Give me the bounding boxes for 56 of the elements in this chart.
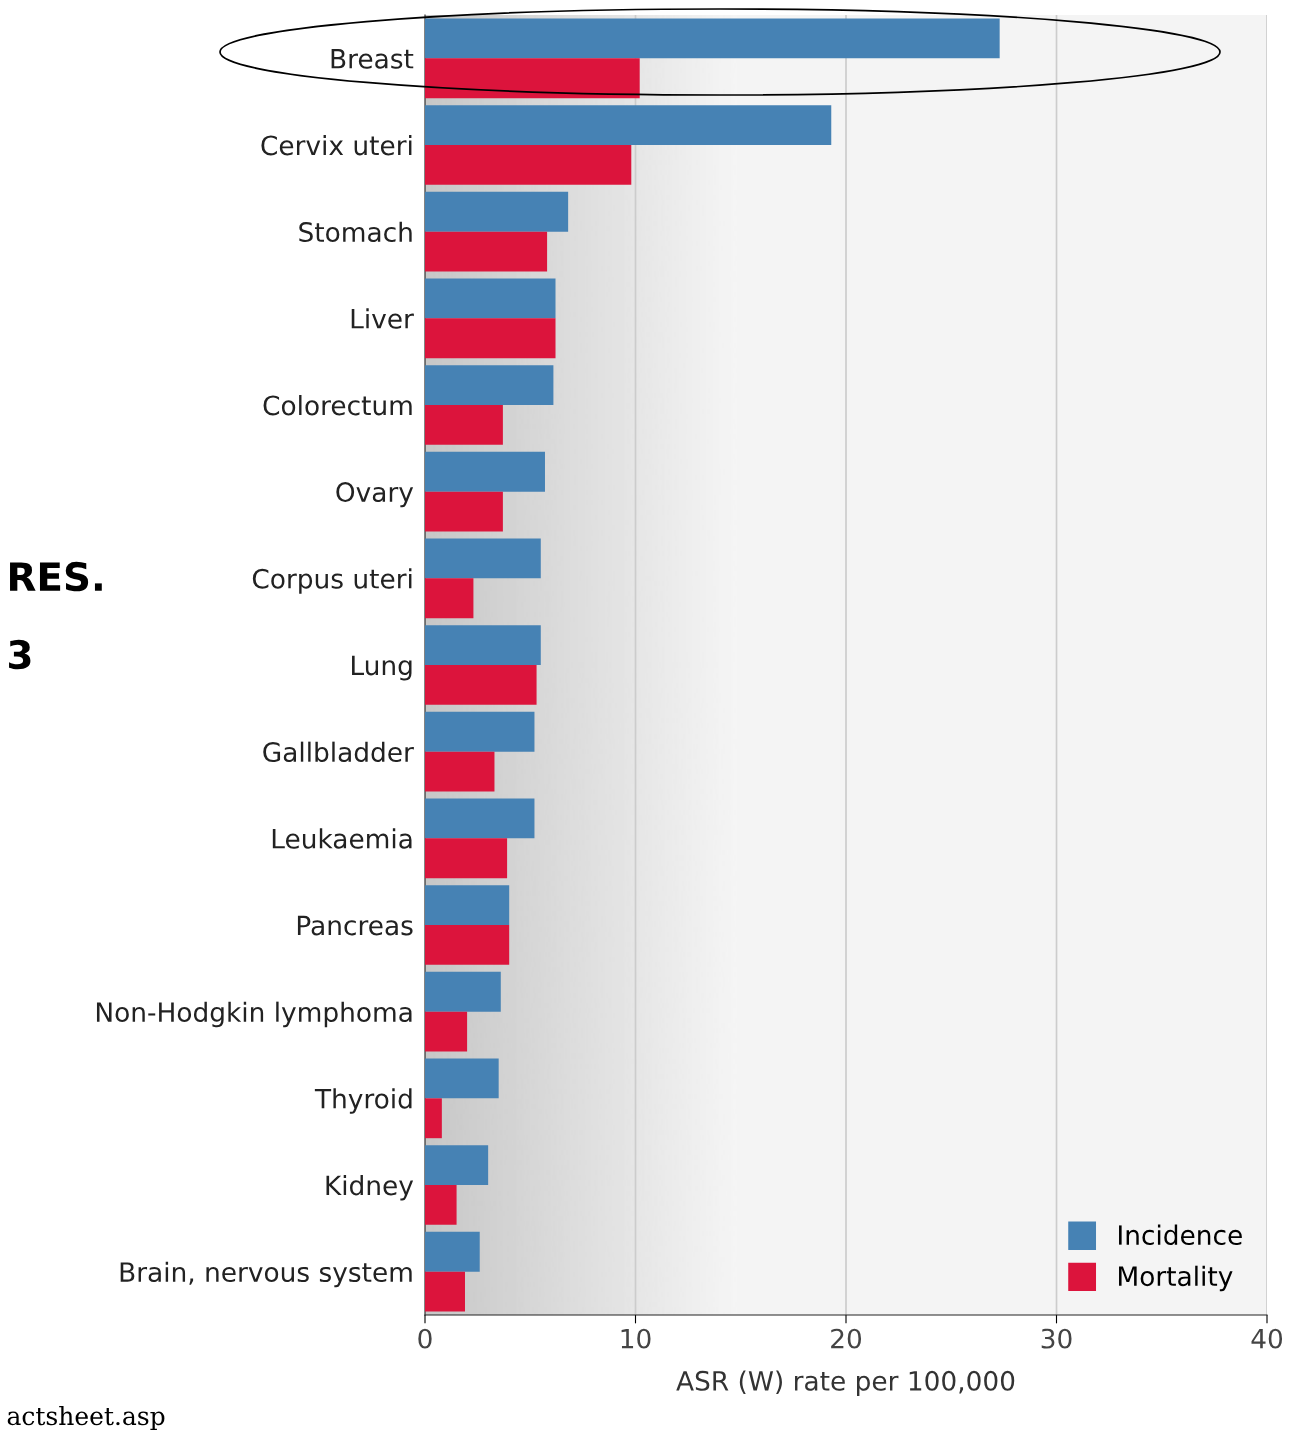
y-tick-label: Pancreas [297, 915, 413, 936]
bar [425, 665, 537, 705]
bar [425, 625, 541, 665]
bar [425, 451, 545, 492]
bar [425, 105, 832, 145]
bar [425, 1058, 499, 1099]
bar [425, 838, 508, 879]
bar [425, 231, 548, 272]
y-tick-label: Corpus uteri [252, 568, 412, 594]
y-tick-label: Kidney [326, 1174, 414, 1201]
bar [425, 145, 632, 185]
bar [425, 1271, 465, 1312]
bar [425, 278, 556, 319]
bar [425, 58, 640, 99]
y-tick-label: Stomach [299, 221, 412, 243]
bar [425, 751, 495, 792]
y-tick-label: Gallbladder [263, 741, 414, 763]
bar [425, 1185, 457, 1225]
text: actsheet.asp [7, 1405, 165, 1431]
text: 3 [9, 639, 31, 670]
bar [425, 318, 556, 359]
y-tick-label: Cervix uteri [261, 134, 412, 156]
bar [425, 538, 541, 579]
bar [425, 971, 501, 1012]
bar [425, 925, 510, 965]
y-tick-label: Brain, nervous system [120, 1261, 412, 1288]
text: RES. [10, 561, 102, 592]
bar [425, 1011, 468, 1052]
y-tick-label: Liver [351, 308, 414, 329]
bar [425, 491, 503, 532]
bar [425, 798, 535, 839]
bar [425, 18, 1000, 59]
x-tick-label: 10 [621, 1328, 651, 1349]
y-tick-label: Leukaemia [272, 828, 412, 849]
bar [425, 1231, 480, 1272]
x-tick-label: 20 [831, 1328, 862, 1349]
legend-label: Incidence [1119, 1224, 1242, 1246]
x-tick-label: 30 [1041, 1328, 1072, 1349]
bar [425, 191, 569, 232]
legend-label: Mortality [1119, 1265, 1233, 1292]
x-axis-title: ASR (W) rate per 100,000 [676, 1370, 1015, 1396]
y-tick-label: Thyroid [314, 1088, 412, 1114]
y-tick-label: Breast [331, 49, 414, 69]
x-tick-label: 0 [418, 1328, 432, 1349]
y-tick-label: Lung [352, 655, 412, 681]
x-tick-label: 40 [1251, 1328, 1283, 1349]
y-tick-label: Colorectum [263, 394, 412, 416]
bar [425, 711, 535, 752]
bar [425, 365, 554, 405]
bar [425, 1145, 489, 1185]
bar [425, 885, 510, 925]
y-tick-label: Ovary [336, 482, 414, 508]
bar [425, 405, 503, 445]
bar [425, 578, 474, 619]
y-tick-label: Non-Hodgkin lymphoma [96, 1001, 412, 1028]
bar [425, 1098, 442, 1139]
